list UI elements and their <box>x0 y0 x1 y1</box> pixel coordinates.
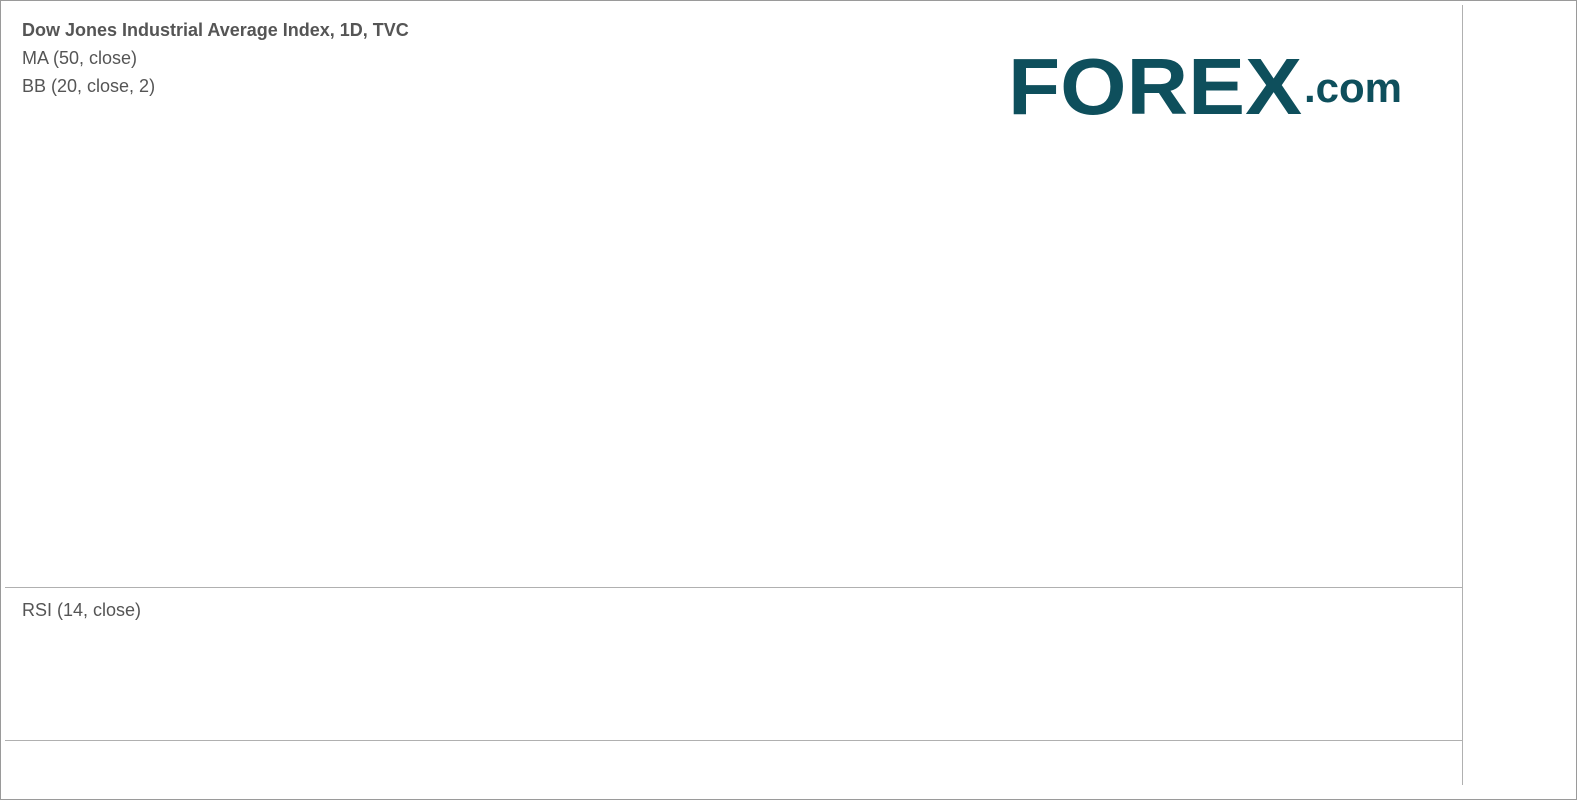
legend-entry: MA (50, close) <box>22 48 137 68</box>
chart-title: Dow Jones Industrial Average Index, 1D, … <box>22 20 409 40</box>
logo: FOREX <box>1008 42 1302 131</box>
rsi-label: RSI (14, close) <box>22 600 141 620</box>
legend-entry: BB (20, close, 2) <box>22 76 155 96</box>
logo-suffix: .com <box>1304 64 1402 111</box>
